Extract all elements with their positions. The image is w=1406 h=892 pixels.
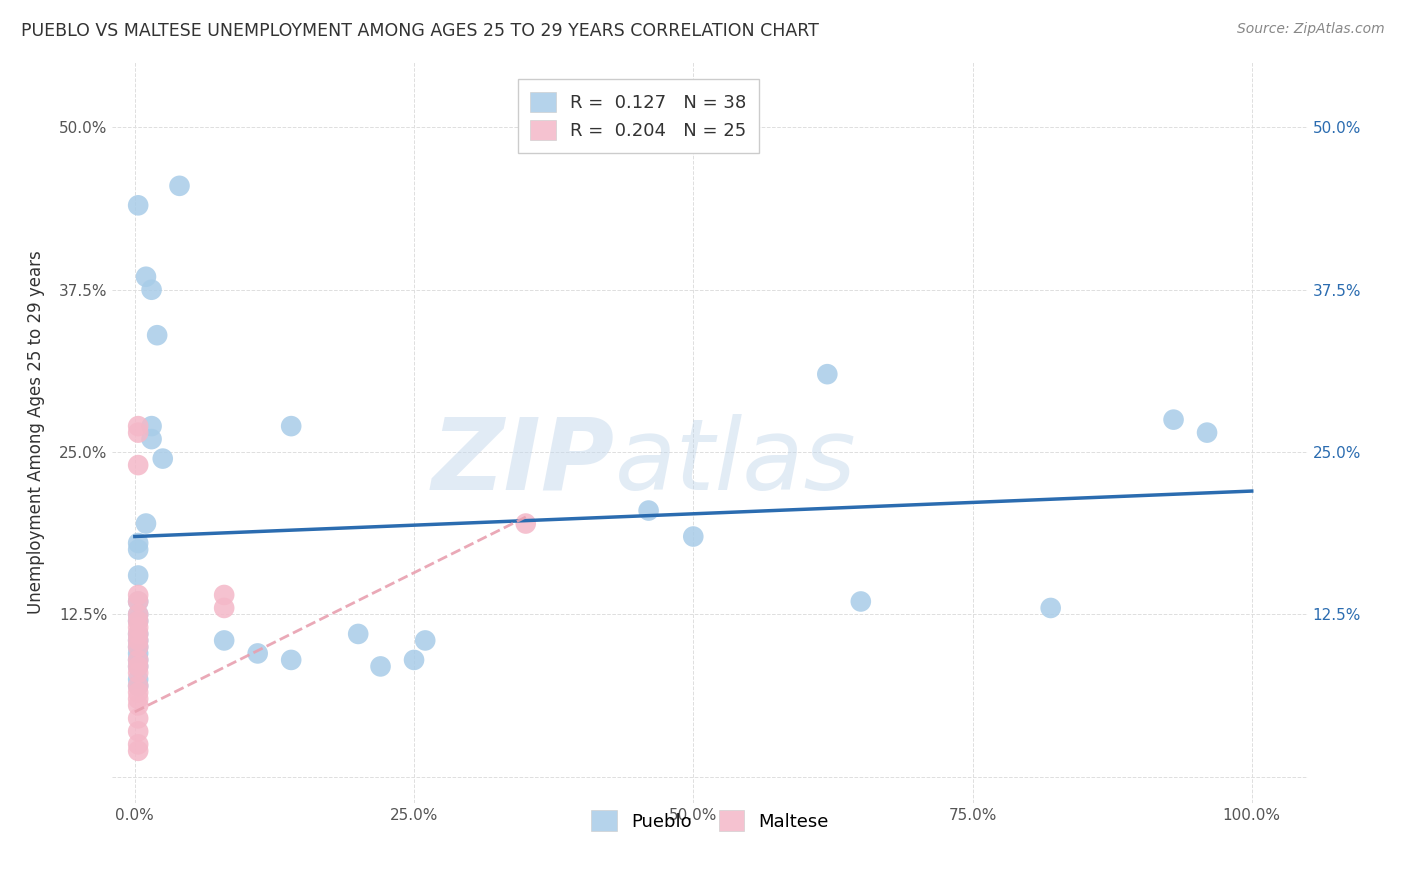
Point: [849, 594, 872, 608]
Point: [1163, 412, 1185, 426]
Point: [347, 627, 370, 641]
Point: [127, 198, 149, 212]
Point: [127, 594, 149, 608]
Point: [127, 425, 149, 440]
Point: [370, 659, 392, 673]
Point: [127, 673, 149, 687]
Text: Source: ZipAtlas.com: Source: ZipAtlas.com: [1237, 22, 1385, 37]
Point: [127, 659, 149, 673]
Point: [127, 653, 149, 667]
Point: [146, 328, 169, 343]
Point: [127, 458, 149, 472]
Point: [402, 653, 425, 667]
Point: [127, 536, 149, 550]
Y-axis label: Unemployment Among Ages 25 to 29 years: Unemployment Among Ages 25 to 29 years: [27, 251, 45, 615]
Point: [127, 627, 149, 641]
Point: [127, 633, 149, 648]
Point: [280, 653, 302, 667]
Point: [127, 614, 149, 628]
Legend: Pueblo, Maltese: Pueblo, Maltese: [583, 803, 837, 838]
Point: [212, 601, 235, 615]
Point: [127, 647, 149, 661]
Point: [127, 594, 149, 608]
Point: [127, 607, 149, 622]
Point: [127, 724, 149, 739]
Point: [1039, 601, 1062, 615]
Point: [141, 283, 163, 297]
Point: [127, 711, 149, 725]
Point: [127, 679, 149, 693]
Point: [135, 516, 157, 531]
Point: [127, 614, 149, 628]
Point: [637, 503, 659, 517]
Point: [169, 178, 191, 193]
Point: [682, 529, 704, 543]
Point: [212, 588, 235, 602]
Point: [127, 698, 149, 713]
Text: atlas: atlas: [614, 414, 856, 511]
Point: [246, 647, 269, 661]
Point: [413, 633, 436, 648]
Point: [127, 692, 149, 706]
Point: [127, 744, 149, 758]
Point: [127, 640, 149, 654]
Text: ZIP: ZIP: [432, 414, 614, 511]
Point: [135, 269, 157, 284]
Point: [127, 633, 149, 648]
Point: [127, 568, 149, 582]
Point: [127, 640, 149, 654]
Point: [141, 419, 163, 434]
Point: [127, 419, 149, 434]
Point: [127, 685, 149, 699]
Point: [515, 516, 537, 531]
Point: [127, 659, 149, 673]
Point: [127, 653, 149, 667]
Point: [280, 419, 302, 434]
Point: [815, 367, 838, 381]
Point: [212, 633, 235, 648]
Point: [152, 451, 174, 466]
Point: [141, 432, 163, 446]
Point: [127, 542, 149, 557]
Point: [1197, 425, 1219, 440]
Point: [127, 665, 149, 680]
Point: [127, 737, 149, 751]
Point: [127, 620, 149, 634]
Point: [127, 679, 149, 693]
Text: PUEBLO VS MALTESE UNEMPLOYMENT AMONG AGES 25 TO 29 YEARS CORRELATION CHART: PUEBLO VS MALTESE UNEMPLOYMENT AMONG AGE…: [21, 22, 818, 40]
Point: [127, 588, 149, 602]
Point: [127, 607, 149, 622]
Point: [127, 627, 149, 641]
